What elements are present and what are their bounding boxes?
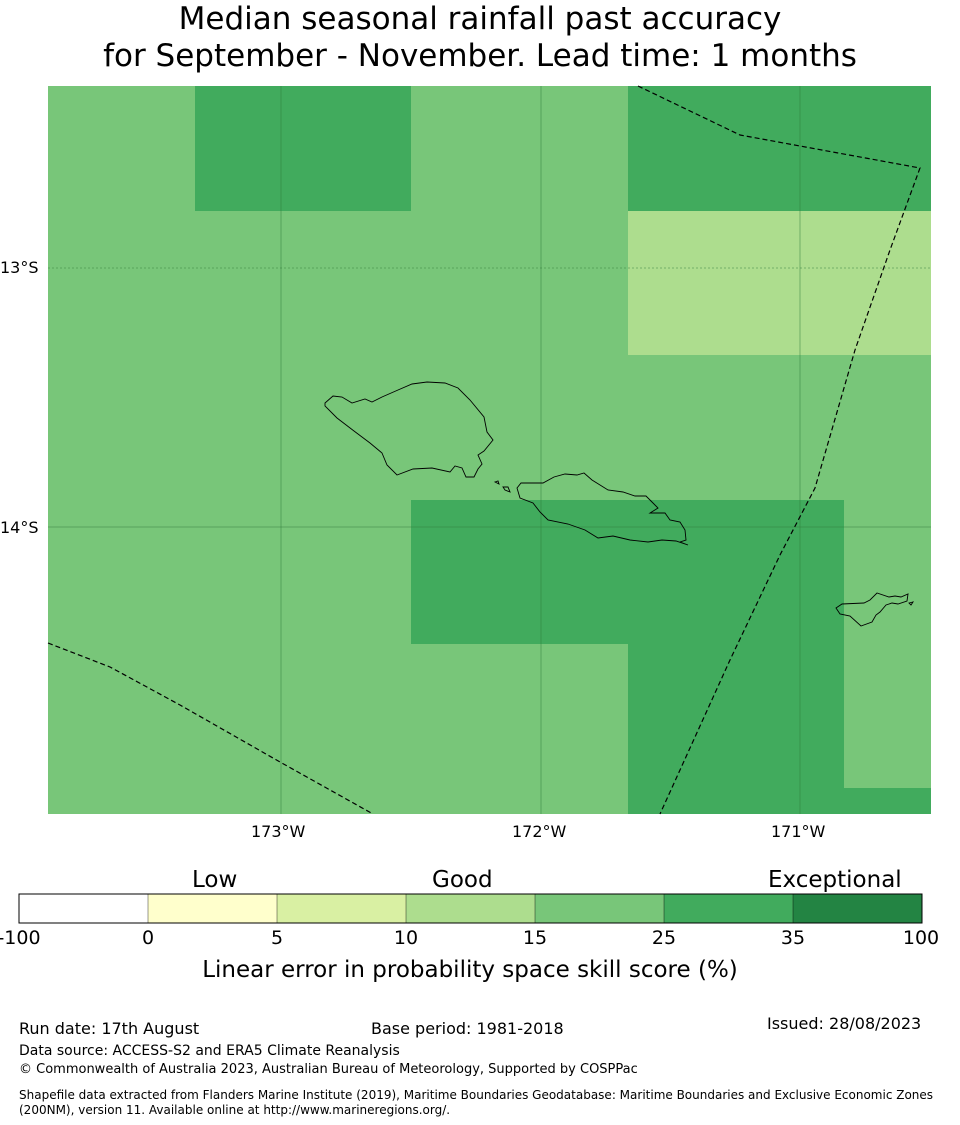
lon-label-171w: 171°W [771, 822, 826, 841]
colorbar [18, 893, 923, 924]
colorbar-tick: -100 [0, 927, 41, 949]
colorbar-tick: 0 [141, 927, 155, 949]
shapefile-credit-line1: Shapefile data extracted from Flanders M… [19, 1088, 934, 1102]
graticule [48, 86, 931, 814]
category-good: Good [432, 867, 493, 893]
shapefile-credit-line2: (200NM), version 11. Available online at… [19, 1103, 451, 1117]
manono-islet [502, 486, 511, 493]
colorbar-segment [148, 894, 277, 923]
colorbar-segment [535, 894, 664, 923]
colorbar-tick: 35 [780, 927, 806, 949]
data-source: Data source: ACCESS-S2 and ERA5 Climate … [19, 1043, 400, 1059]
copyright: © Commonwealth of Australia 2023, Austra… [19, 1062, 638, 1077]
issued-date: Issued: 28/08/2023 [767, 1014, 922, 1033]
skill-cell [628, 644, 844, 814]
skill-cell [844, 788, 931, 814]
savaii-island [324, 381, 494, 478]
run-date: Run date: 17th August [19, 1019, 200, 1038]
skill-map [47, 85, 931, 815]
aunuu-islet [908, 601, 915, 606]
maritime-boundary [47, 85, 921, 815]
tutuila-island [835, 592, 909, 627]
colorbar-segment [277, 894, 406, 923]
colorbar-tick: 25 [651, 927, 677, 949]
map-title-line2: for September - November. Lead time: 1 m… [103, 38, 857, 74]
colorbar-segment [664, 894, 793, 923]
colorbar-segment [19, 894, 148, 923]
upolu-island [516, 472, 689, 546]
colorbar-tick: 5 [270, 927, 284, 949]
colorbar-tick: 15 [522, 927, 548, 949]
colorbar-segment [793, 894, 922, 923]
skill-cell [628, 86, 931, 211]
colorbar-tick: 100 [902, 927, 940, 949]
category-low: Low [192, 867, 238, 893]
base-period: Base period: 1981-2018 [371, 1019, 564, 1038]
skill-cell [411, 500, 844, 644]
coastline [324, 381, 915, 627]
map-title-line1: Median seasonal rainfall past accuracy [178, 1, 782, 37]
lat-label-14s: 14°S [0, 518, 39, 537]
colorbar-label: Linear error in probability space skill … [202, 957, 738, 983]
lon-label-172w: 172°W [512, 822, 567, 841]
category-exceptional: Exceptional [768, 867, 902, 893]
colorbar-segment [406, 894, 535, 923]
skill-cell [628, 211, 931, 355]
lon-label-173w: 173°W [251, 822, 306, 841]
lat-label-13s: 13°S [0, 258, 39, 277]
apolima-islet [493, 480, 500, 485]
colorbar-outline [18, 893, 923, 924]
colorbar-tick: 10 [393, 927, 419, 949]
skill-cell [195, 86, 411, 211]
